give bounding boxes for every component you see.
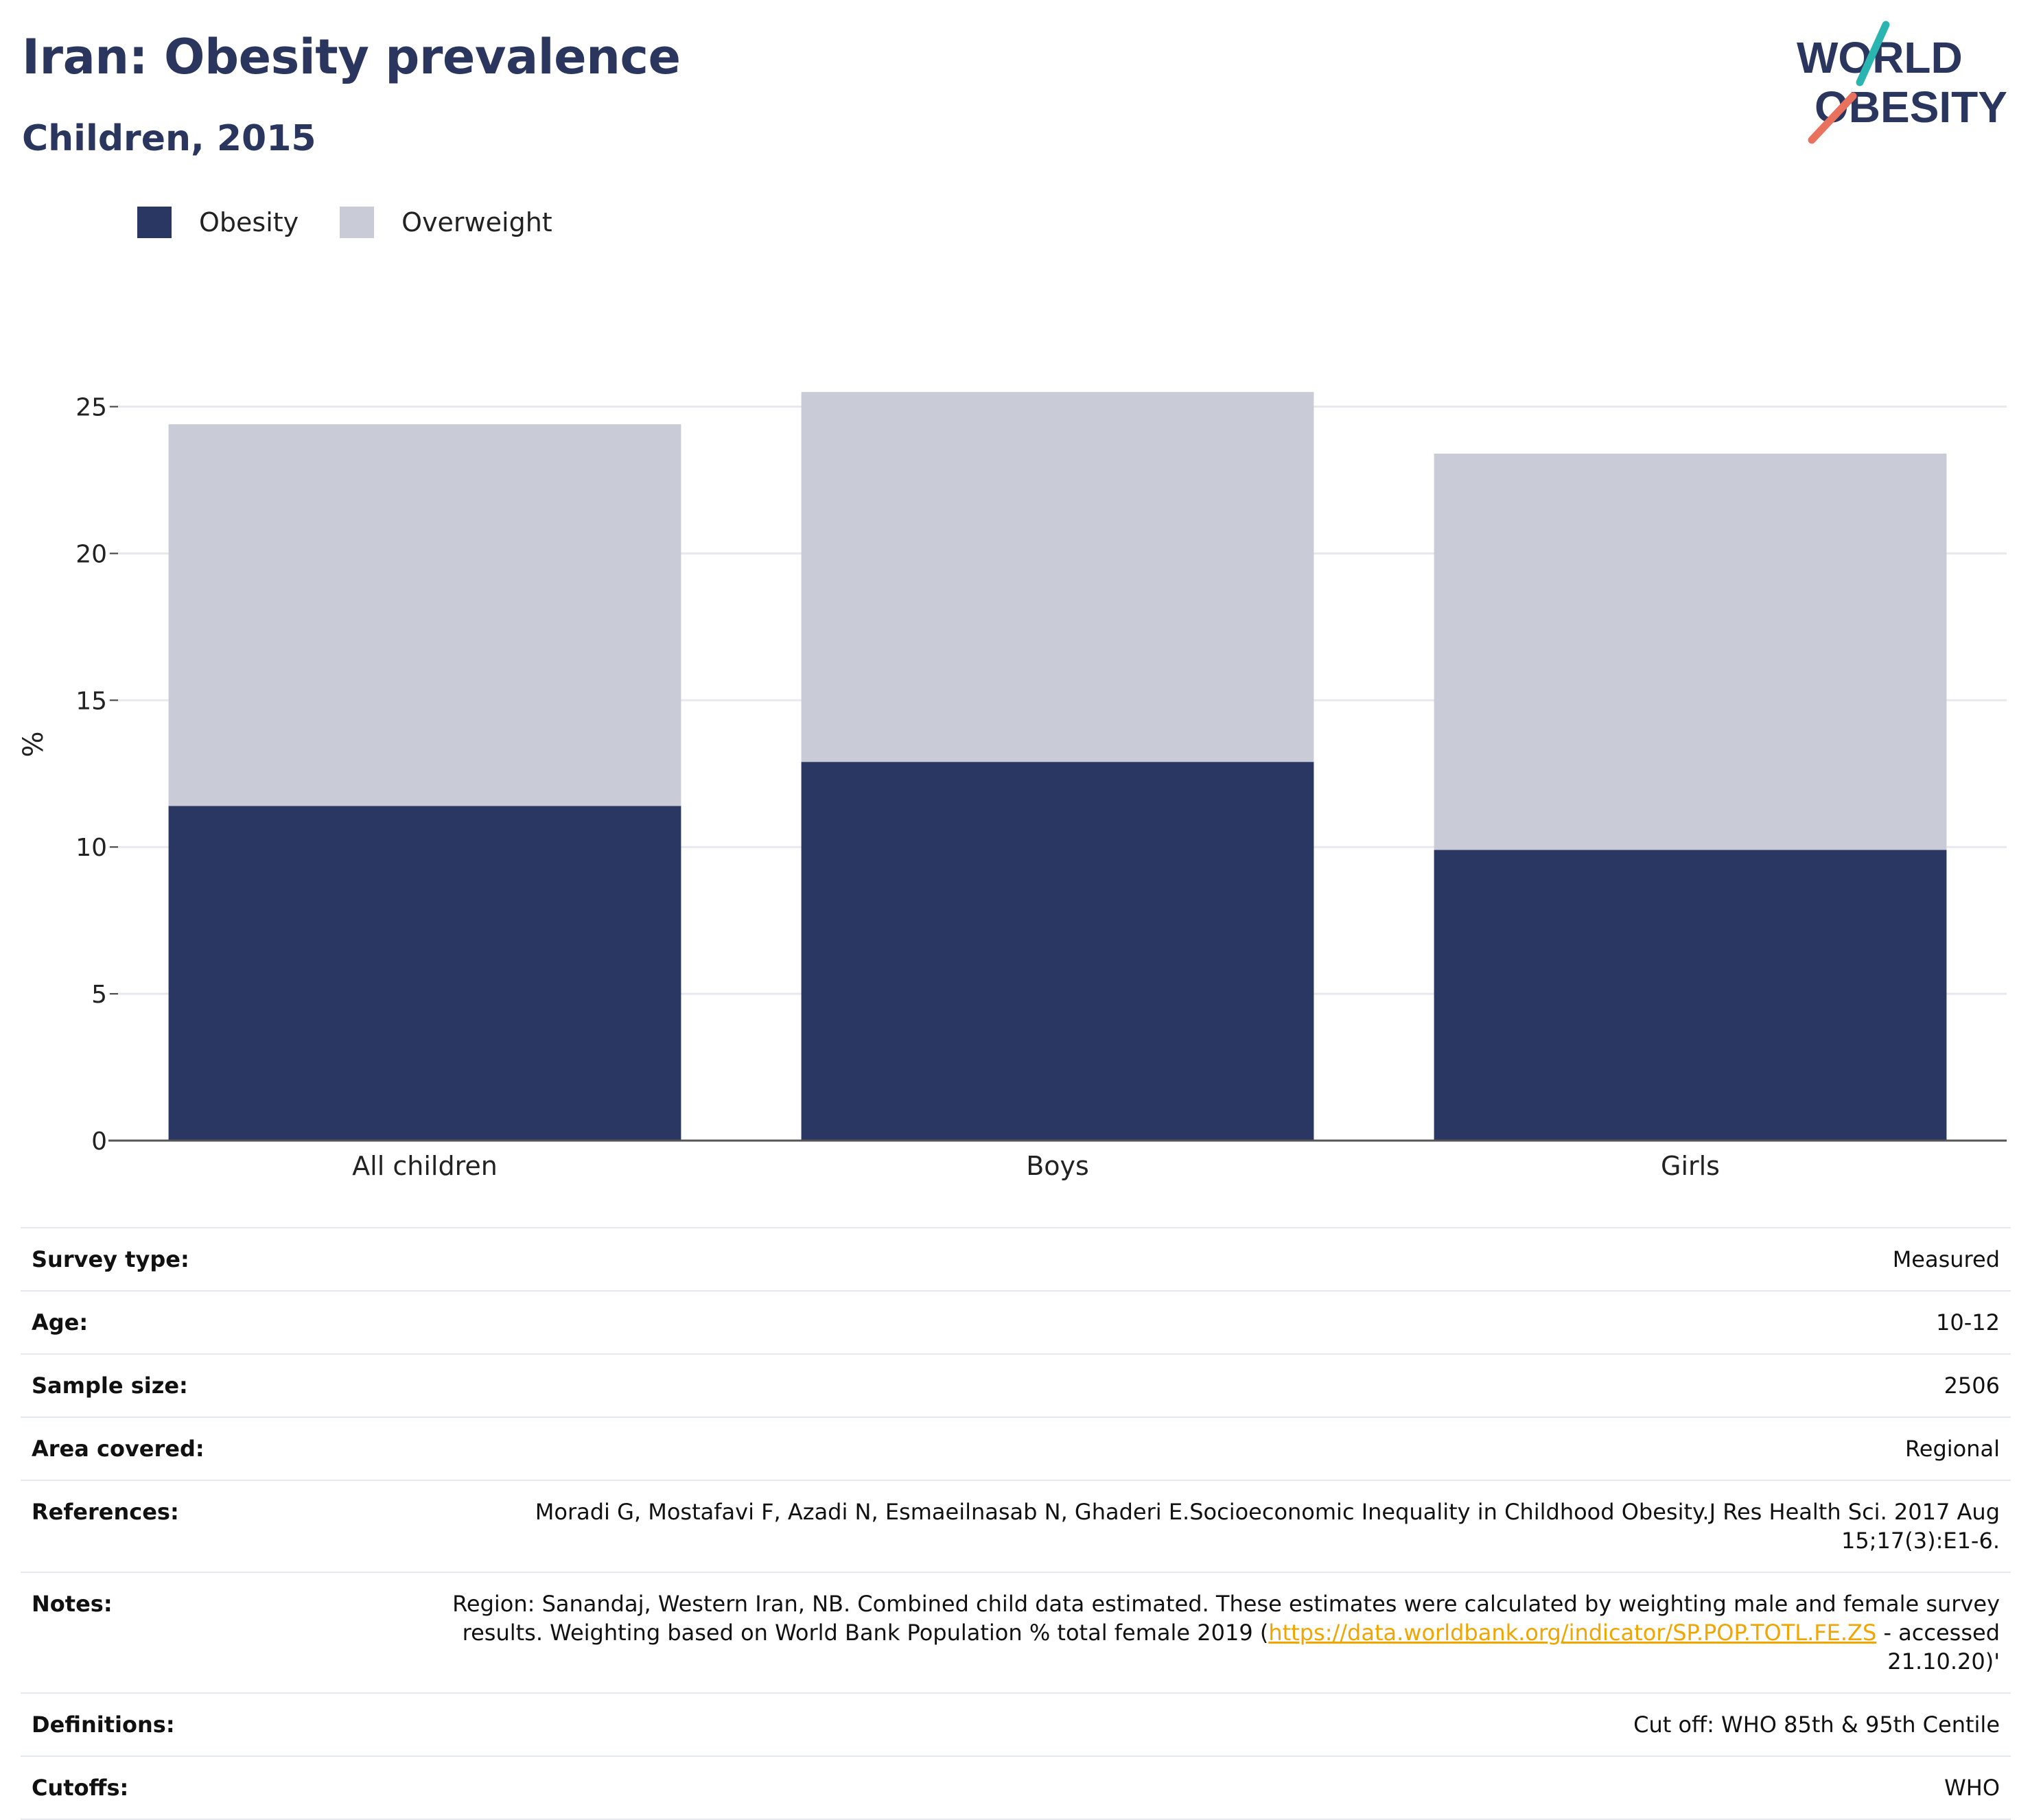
info-key: Notes: [32, 1591, 113, 1617]
info-value: WHO [1944, 1775, 2000, 1801]
info-row-references: References: Moradi G, Mostafavi F, Azadi… [21, 1480, 2011, 1572]
info-value: Measured [1892, 1246, 2000, 1272]
y-tick-label: 10 [75, 834, 107, 862]
page-subtitle: Children, 2015 [22, 118, 316, 159]
page-title: Iran: Obesity prevalence [22, 29, 681, 85]
info-row-definitions: Definitions: Cut off: WHO 85th & 95th Ce… [21, 1693, 2011, 1756]
info-value: 10-12 [1936, 1309, 2000, 1335]
y-tick-label: 20 [75, 540, 107, 568]
info-row-survey-type: Survey type: Measured [21, 1228, 2011, 1291]
info-key: Definitions: [32, 1712, 175, 1738]
legend-swatch-obesity [137, 207, 172, 238]
bar-overweight-girls[interactable] [1434, 454, 1947, 850]
logo-stroke-coral [1808, 92, 1857, 144]
bar-obesity-boys[interactable] [801, 762, 1314, 1141]
info-value: Cut off: WHO 85th & 95th Centile [1633, 1712, 2000, 1738]
legend-label-overweight: Overweight [401, 207, 552, 237]
chart-legend: Obesity Overweight [137, 205, 594, 240]
info-value-notes: Region: Sanandaj, Western Iran, NB. Comb… [427, 1572, 2011, 1693]
info-key: Cutoffs: [32, 1775, 129, 1801]
x-category-label: Girls [1661, 1151, 1720, 1181]
survey-info-table: Survey type: Measured Age: 10-12 Sample … [21, 1227, 2011, 1820]
info-value: 2506 [1944, 1373, 2000, 1399]
y-tick-label: 15 [75, 687, 107, 715]
y-tick-label: 0 [91, 1128, 107, 1156]
bar-obesity-girls[interactable] [1434, 850, 1947, 1141]
info-key: Area covered: [32, 1436, 205, 1462]
info-row-sample-size: Sample size: 2506 [21, 1354, 2011, 1417]
x-category-label: All children [352, 1151, 498, 1181]
info-row-notes: Notes: Region: Sanandaj, Western Iran, N… [21, 1572, 2011, 1693]
info-value: Regional [1904, 1436, 2000, 1462]
info-key: Sample size: [32, 1373, 188, 1399]
legend-label-obesity: Obesity [199, 207, 299, 237]
y-tick-label: 5 [91, 981, 107, 1009]
legend-item-obesity[interactable]: Obesity [137, 207, 299, 238]
info-key: Survey type: [32, 1246, 189, 1272]
y-tick-label: 25 [75, 394, 107, 422]
worldbank-link[interactable]: https://data.worldbank.org/indicator/SP.… [1268, 1620, 1877, 1646]
bar-obesity-all-children[interactable] [168, 806, 681, 1141]
bar-overweight-all-children[interactable] [168, 424, 681, 806]
legend-item-overweight[interactable]: Overweight [340, 207, 552, 238]
x-category-label: Boys [1026, 1151, 1089, 1181]
logo-stroke-teal [1856, 21, 1890, 86]
info-value: Moradi G, Mostafavi F, Azadi N, Esmaeiln… [535, 1499, 2000, 1554]
y-axis-label: % [18, 731, 49, 757]
notes-text-after: - accessed 21.10.20)' [1876, 1620, 2000, 1675]
legend-swatch-overweight [340, 207, 375, 238]
stacked-bar-chart: 0 5 10 15 20 25 All children Boys Girls% [18, 392, 2007, 1181]
info-key: References: [32, 1499, 179, 1525]
world-obesity-logo: WORLD OBESITY [1797, 21, 2007, 144]
info-key: Age: [32, 1309, 89, 1335]
notes-text: Region: Sanandaj, Western Iran, NB. Comb… [452, 1591, 2000, 1646]
info-row-area-covered: Area covered: Regional [21, 1417, 2011, 1480]
info-row-age: Age: 10-12 [21, 1291, 2011, 1354]
bar-overweight-boys[interactable] [801, 392, 1314, 762]
info-row-cutoffs: Cutoffs: WHO [21, 1756, 2011, 1819]
